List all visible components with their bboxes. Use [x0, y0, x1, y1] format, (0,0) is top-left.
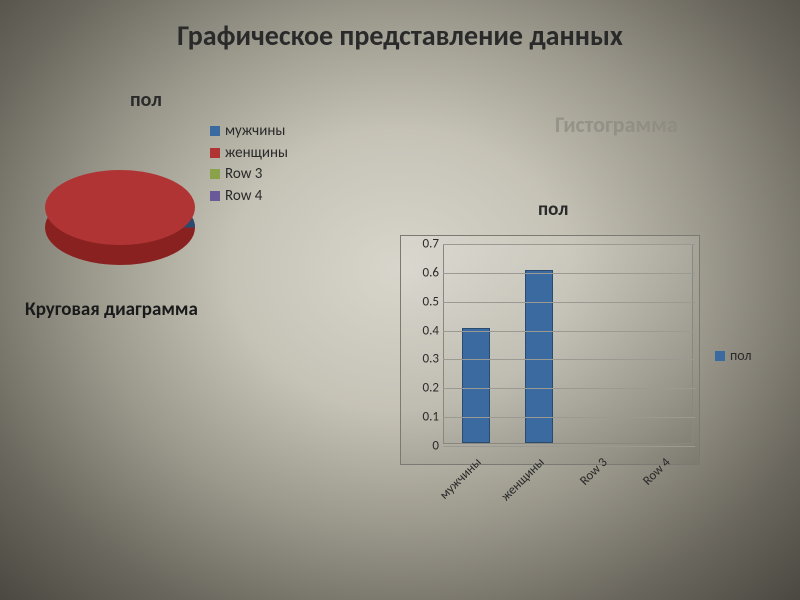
y-tick-label: 0.7: [423, 237, 439, 252]
page-title: Графическое представление данных: [0, 18, 800, 53]
legend-label: мужчины: [225, 122, 285, 142]
legend-label: женщины: [225, 144, 288, 164]
pie-chart-title: пол: [130, 88, 162, 112]
histogram-watermark-label: Гистограмма: [555, 113, 705, 136]
bar-legend: пол: [715, 347, 752, 364]
legend-swatch: [210, 126, 220, 136]
bar-plot-area: [443, 244, 693, 444]
bar-chart-title: пол: [538, 198, 568, 221]
bar-chart: 0 0.1 0.2 0.3 0.4 0.5 0.6 0.7: [400, 235, 700, 465]
legend-swatch: [210, 191, 220, 201]
bar: [462, 328, 490, 443]
y-tick-label: 0: [432, 439, 439, 454]
gridline: [443, 302, 695, 303]
pie-subtitle: Круговая диаграмма: [25, 298, 198, 321]
gridline: [443, 273, 695, 274]
y-tick-label: 0.6: [423, 265, 439, 280]
gridline: [443, 359, 695, 360]
y-tick-label: 0.5: [423, 294, 439, 309]
legend-swatch: [210, 169, 220, 179]
pie-legend-item: женщины: [210, 144, 288, 164]
pie-chart: [45, 170, 195, 265]
gridline: [443, 388, 695, 389]
legend-swatch: [210, 148, 220, 158]
pie-legend-item: Row 4: [210, 187, 288, 207]
y-tick-label: 0.1: [423, 410, 439, 425]
y-tick-label: 0.2: [423, 381, 439, 396]
pie-legend-item: Row 3: [210, 165, 288, 185]
bar-legend-swatch: [715, 351, 725, 361]
legend-label: Row 4: [225, 187, 262, 207]
bar-legend-label: пол: [730, 347, 752, 364]
pie-top-face: [45, 170, 195, 245]
gridline: [443, 417, 695, 418]
pie-legend: мужчиныженщиныRow 3Row 4: [210, 122, 288, 208]
pie-legend-item: мужчины: [210, 122, 288, 142]
legend-label: Row 3: [225, 165, 262, 185]
y-tick-label: 0.3: [423, 352, 439, 367]
y-tick-label: 0.4: [423, 323, 439, 338]
gridline: [443, 244, 695, 245]
gridline: [443, 446, 695, 447]
gridline: [443, 331, 695, 332]
